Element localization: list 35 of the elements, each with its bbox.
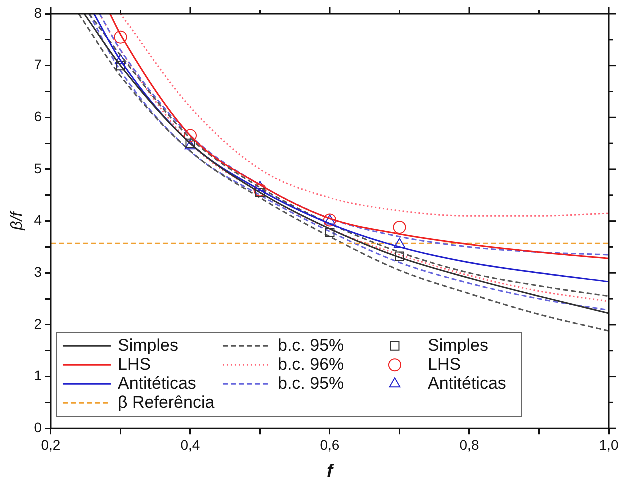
point	[325, 228, 335, 238]
legend-label: LHS	[428, 354, 462, 374]
legend-label: b.c. 95%	[278, 336, 344, 355]
legend-label: Simples	[118, 336, 178, 355]
legend-label: Antitéticas	[118, 374, 196, 393]
y-tick-label: 6	[34, 108, 42, 125]
point	[394, 238, 406, 248]
point	[393, 221, 406, 234]
point	[116, 61, 126, 71]
x-tick-label: 0,4	[180, 436, 200, 453]
legend-label: Antitéticas	[428, 374, 506, 393]
legend-label: β Referência	[118, 392, 216, 412]
y-tick-label: 2	[34, 316, 42, 332]
x-axis-title: f	[326, 461, 335, 482]
y-tick-label: 5	[34, 160, 42, 176]
legend-label: b.c. 95%	[278, 374, 344, 393]
legend-label: LHS	[118, 354, 152, 374]
y-tick-label: 7	[34, 56, 42, 73]
point	[114, 30, 128, 44]
point	[254, 184, 267, 197]
x-tick-label: 0,6	[320, 436, 340, 453]
y-tick-label: 0	[34, 419, 42, 436]
x-tick-label: 1,0	[599, 436, 619, 453]
legend-label: Simples	[428, 336, 488, 355]
point	[115, 54, 126, 64]
y-tick-label: 8	[34, 4, 42, 21]
x-tick-label: 0,8	[460, 436, 480, 453]
legend-label: b.c. 96%	[278, 354, 344, 374]
y-tick-label: 3	[34, 264, 42, 280]
point	[395, 252, 404, 262]
y-tick-label: 1	[34, 368, 42, 384]
y-tick-label: 4	[34, 212, 42, 228]
y-axis-title: β/f	[9, 210, 26, 232]
line-series	[120, 14, 609, 217]
x-tick-label: 0,2	[41, 436, 61, 453]
